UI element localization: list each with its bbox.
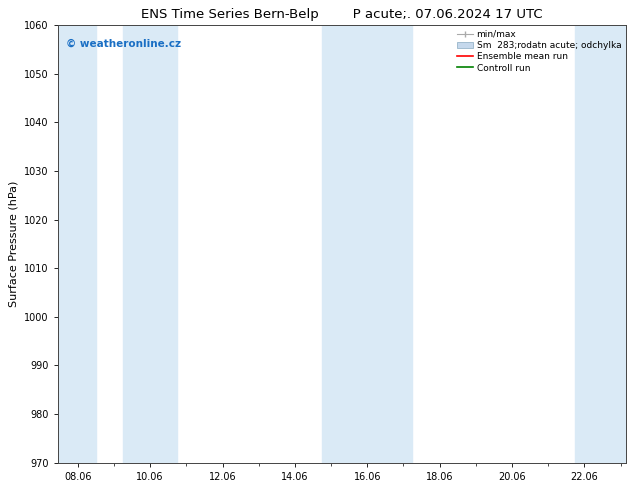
Bar [321, 25, 412, 463]
Bar [575, 25, 626, 463]
Title: ENS Time Series Bern-Belp        P acute;. 07.06.2024 17 UTC: ENS Time Series Bern-Belp P acute;. 07.0… [141, 8, 543, 22]
Bar [122, 25, 177, 463]
Legend: min/max, Sm  283;rodatn acute; odchylka, Ensemble mean run, Controll run: min/max, Sm 283;rodatn acute; odchylka, … [455, 28, 623, 74]
Bar [58, 25, 96, 463]
Y-axis label: Surface Pressure (hPa): Surface Pressure (hPa) [8, 181, 18, 307]
Text: © weatheronline.cz: © weatheronline.cz [66, 38, 181, 49]
